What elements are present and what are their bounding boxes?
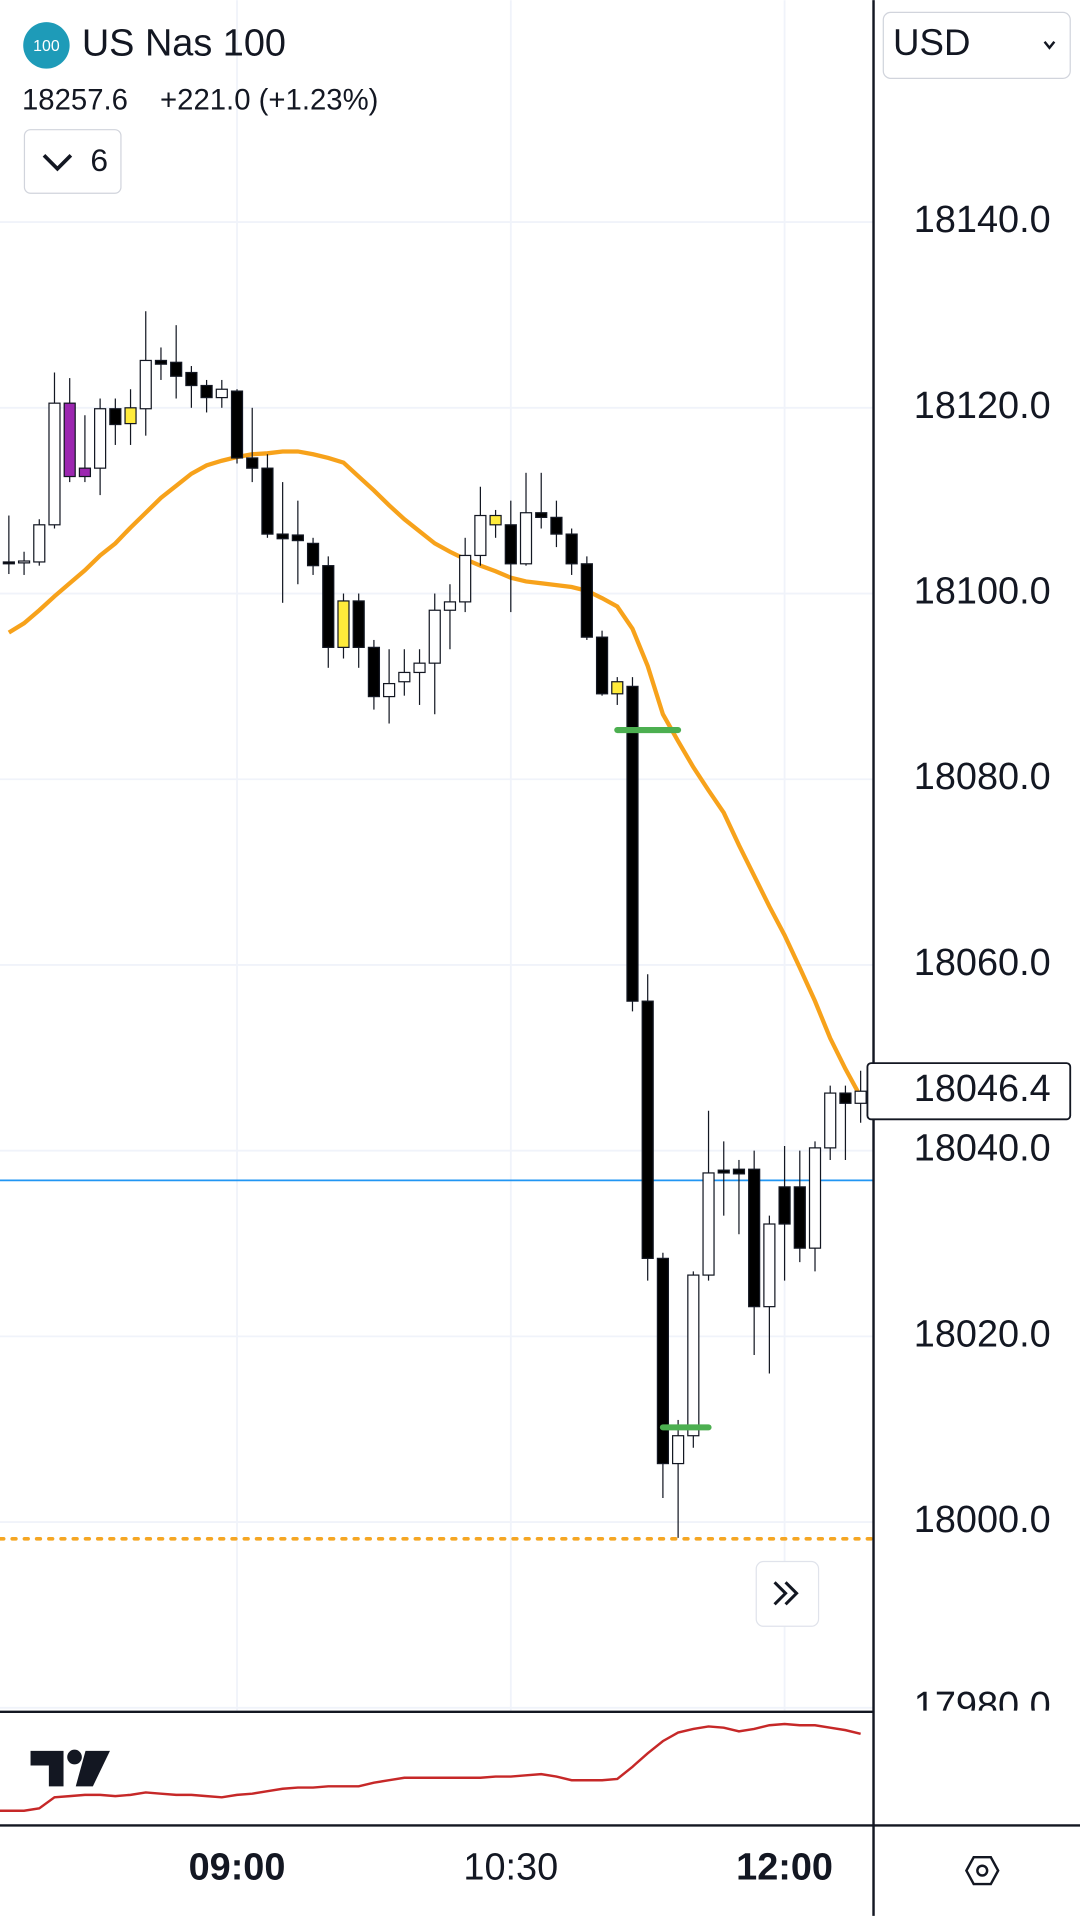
chevron <box>42 154 73 172</box>
candle-body <box>854 1090 867 1104</box>
current-price-box <box>866 1062 1072 1121</box>
candle-body <box>352 600 365 648</box>
candle-body <box>519 512 533 565</box>
candle-body <box>672 1435 685 1465</box>
candle-body <box>656 1257 670 1465</box>
candle-body <box>504 524 517 565</box>
candle-body <box>215 388 228 399</box>
candle-body <box>595 636 609 695</box>
toggle-box <box>23 129 122 194</box>
logo-part <box>30 1750 64 1787</box>
indicator-toggle[interactable]: 6 <box>23 129 122 194</box>
current-price-label: 18046.4 <box>914 1068 1051 1110</box>
candle-body <box>565 533 578 565</box>
double-chevron <box>773 1581 799 1606</box>
settings-icon <box>964 1855 1000 1886</box>
candle-body <box>459 554 472 603</box>
candle-body <box>261 467 274 535</box>
candle-body <box>383 682 396 698</box>
y-tick-label: 17980.0 <box>914 1685 1051 1727</box>
button-box <box>755 1560 820 1627</box>
candle-body <box>641 1000 654 1259</box>
candle-body <box>306 542 320 567</box>
candle-body <box>185 371 198 387</box>
candle-body <box>139 359 152 410</box>
indicator-line <box>0 1722 861 1812</box>
x-tick-label: 12:00 <box>736 1846 833 1888</box>
candle-body <box>793 1186 806 1249</box>
candle-body <box>443 601 457 611</box>
candle-body <box>550 516 563 535</box>
x-tick-label: 09:00 <box>189 1846 286 1888</box>
candle-body <box>824 1092 837 1149</box>
candle-body <box>763 1223 776 1308</box>
candle-body <box>337 600 350 648</box>
candle-body <box>413 662 426 674</box>
candle-body <box>580 563 593 638</box>
candle-body <box>322 565 335 648</box>
y-tick-label: 18100.0 <box>914 571 1051 613</box>
candle-body <box>474 514 487 557</box>
candle-body <box>687 1274 700 1437</box>
y-tick-label: 18060.0 <box>914 942 1051 984</box>
scroll-button[interactable] <box>755 1560 820 1627</box>
candle-body <box>428 609 441 664</box>
y-tick-label: 18020.0 <box>914 1313 1051 1355</box>
candle-body <box>535 512 548 518</box>
candle-body <box>200 384 213 399</box>
candle-body <box>398 671 411 683</box>
candle-body <box>717 1169 730 1174</box>
candle-body <box>2 561 15 565</box>
candle-body <box>702 1172 715 1276</box>
candle-body <box>124 407 137 425</box>
candle-body <box>78 467 92 478</box>
y-tick-label: 18140.0 <box>914 199 1051 241</box>
candle-body <box>33 524 46 563</box>
candle-body <box>230 390 244 459</box>
candle-body <box>367 646 381 698</box>
candle-body <box>246 457 259 469</box>
candle-body <box>291 534 304 542</box>
y-tick-label: 18040.0 <box>914 1128 1051 1170</box>
logo-part <box>67 1749 82 1765</box>
y-tick-label: 18000.0 <box>914 1499 1051 1541</box>
currency-selector[interactable]: USD <box>882 11 1071 79</box>
candle-body <box>276 533 289 540</box>
candle-body <box>732 1168 746 1175</box>
currency: USD <box>893 22 970 63</box>
logo <box>30 1749 110 1787</box>
moving-average <box>7 449 863 1098</box>
candle-body <box>63 402 76 478</box>
indicator-count: 6 <box>90 142 108 178</box>
candle-body <box>109 408 122 426</box>
candle-body <box>839 1092 852 1104</box>
symbol-badge <box>23 22 70 69</box>
last-price: 18257.6 <box>22 83 128 116</box>
candle-body <box>748 1168 761 1308</box>
settings-button[interactable] <box>964 1855 1000 1886</box>
y-tick-label: 18120.0 <box>914 385 1051 427</box>
candle-body <box>170 361 183 377</box>
candle-body <box>808 1147 822 1249</box>
candle-body <box>94 408 107 469</box>
candle-body <box>154 359 168 365</box>
logo-part <box>75 1750 110 1787</box>
x-tick-label: 10:30 <box>463 1846 558 1888</box>
candle-body <box>611 681 624 695</box>
candle-body <box>626 685 639 1002</box>
candle-body <box>48 402 61 526</box>
badge-text: 100 <box>33 38 60 55</box>
price-change: +221.0 (+1.23%) <box>160 83 378 116</box>
candle-body <box>778 1186 791 1225</box>
chevron <box>1043 40 1056 50</box>
currency-box <box>882 11 1071 79</box>
symbol-title: US Nas 100 <box>82 22 286 64</box>
settings-icon <box>976 1864 989 1877</box>
candle-body <box>17 560 31 564</box>
y-tick-label: 18080.0 <box>914 756 1051 798</box>
candle-body <box>489 514 502 526</box>
